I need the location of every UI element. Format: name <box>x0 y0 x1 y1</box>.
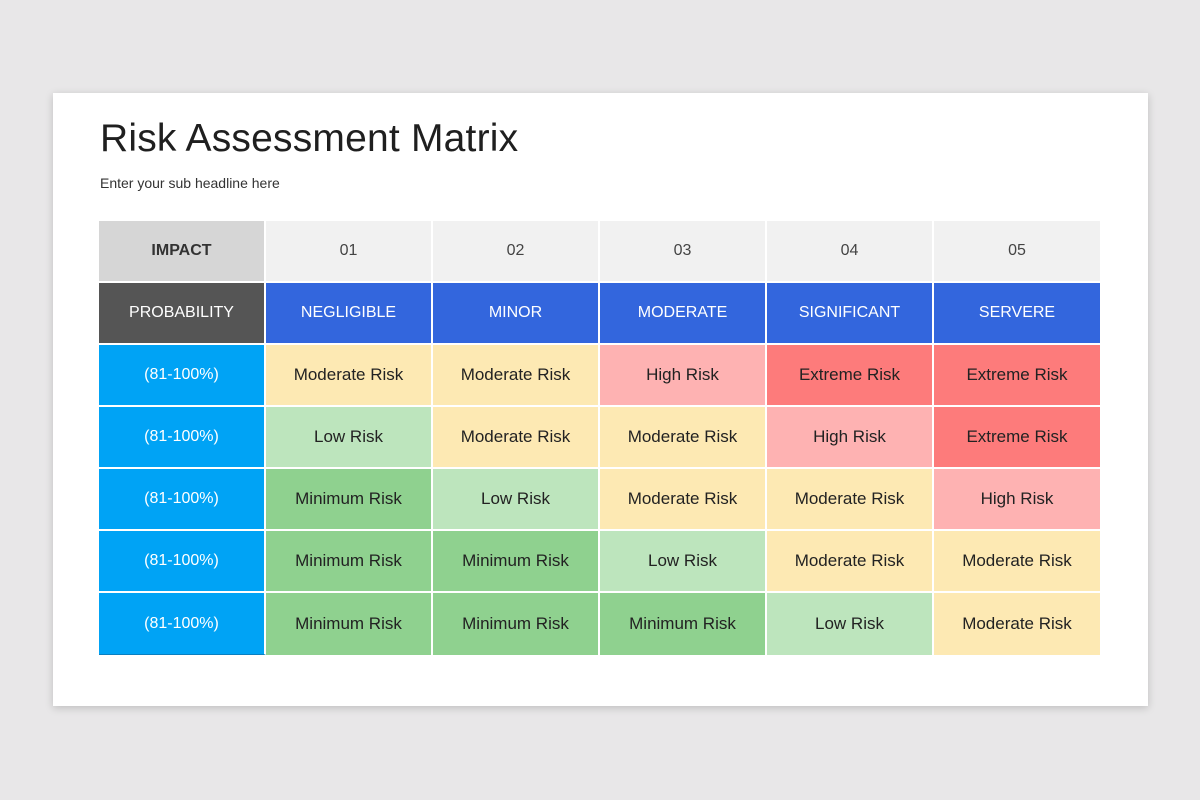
risk-cell: Moderate Risk <box>433 407 600 469</box>
impact-name-row: PROBABILITY NEGLIGIBLE MINOR MODERATE SI… <box>99 283 1101 345</box>
probability-value: (81-100%) <box>99 345 266 407</box>
risk-matrix: IMPACT 01 02 03 04 05 PROBABILITY NEGLIG… <box>99 221 1101 655</box>
impact-level-2: 02 <box>433 221 600 283</box>
risk-cell: High Risk <box>934 469 1100 531</box>
probability-value: (81-100%) <box>99 593 266 655</box>
impact-level-3: 03 <box>600 221 767 283</box>
impact-level-4: 04 <box>767 221 934 283</box>
risk-cell: Extreme Risk <box>767 345 934 407</box>
risk-cell: Minimum Risk <box>266 531 433 593</box>
risk-cell: Minimum Risk <box>433 531 600 593</box>
risk-cell: Moderate Risk <box>600 469 767 531</box>
impact-label: IMPACT <box>99 221 266 283</box>
impact-name-minor: MINOR <box>433 283 600 345</box>
table-row: (81-100%) Moderate Risk Moderate Risk Hi… <box>99 345 1101 407</box>
risk-cell: Low Risk <box>767 593 934 655</box>
table-row: (81-100%) Low Risk Moderate Risk Moderat… <box>99 407 1101 469</box>
page-subtitle: Enter your sub headline here <box>100 175 280 191</box>
impact-name-moderate: MODERATE <box>600 283 767 345</box>
probability-value: (81-100%) <box>99 407 266 469</box>
impact-level-1: 01 <box>266 221 433 283</box>
risk-cell: Minimum Risk <box>266 593 433 655</box>
probability-value: (81-100%) <box>99 469 266 531</box>
risk-cell: Moderate Risk <box>600 407 767 469</box>
impact-name-significant: SIGNIFICANT <box>767 283 934 345</box>
risk-cell: Low Risk <box>600 531 767 593</box>
risk-cell: Moderate Risk <box>934 531 1100 593</box>
risk-cell: Low Risk <box>266 407 433 469</box>
risk-cell: Extreme Risk <box>934 407 1100 469</box>
risk-cell: Minimum Risk <box>600 593 767 655</box>
probability-label: PROBABILITY <box>99 283 266 345</box>
risk-cell: Low Risk <box>433 469 600 531</box>
risk-cell: Moderate Risk <box>934 593 1100 655</box>
risk-cell: Moderate Risk <box>767 469 934 531</box>
risk-cell: Moderate Risk <box>433 345 600 407</box>
risk-cell: High Risk <box>600 345 767 407</box>
probability-value: (81-100%) <box>99 531 266 593</box>
risk-cell: Extreme Risk <box>934 345 1100 407</box>
risk-cell: Minimum Risk <box>433 593 600 655</box>
table-row: (81-100%) Minimum Risk Minimum Risk Mini… <box>99 593 1101 655</box>
impact-name-servere: SERVERE <box>934 283 1100 345</box>
table-row: (81-100%) Minimum Risk Minimum Risk Low … <box>99 531 1101 593</box>
impact-level-row: IMPACT 01 02 03 04 05 <box>99 221 1101 283</box>
risk-cell: High Risk <box>767 407 934 469</box>
impact-name-negligible: NEGLIGIBLE <box>266 283 433 345</box>
impact-level-5: 05 <box>934 221 1100 283</box>
risk-cell: Minimum Risk <box>266 469 433 531</box>
risk-cell: Moderate Risk <box>767 531 934 593</box>
table-row: (81-100%) Minimum Risk Low Risk Moderate… <box>99 469 1101 531</box>
slide: Risk Assessment Matrix Enter your sub he… <box>53 93 1148 706</box>
page-title: Risk Assessment Matrix <box>100 117 519 160</box>
risk-cell: Moderate Risk <box>266 345 433 407</box>
